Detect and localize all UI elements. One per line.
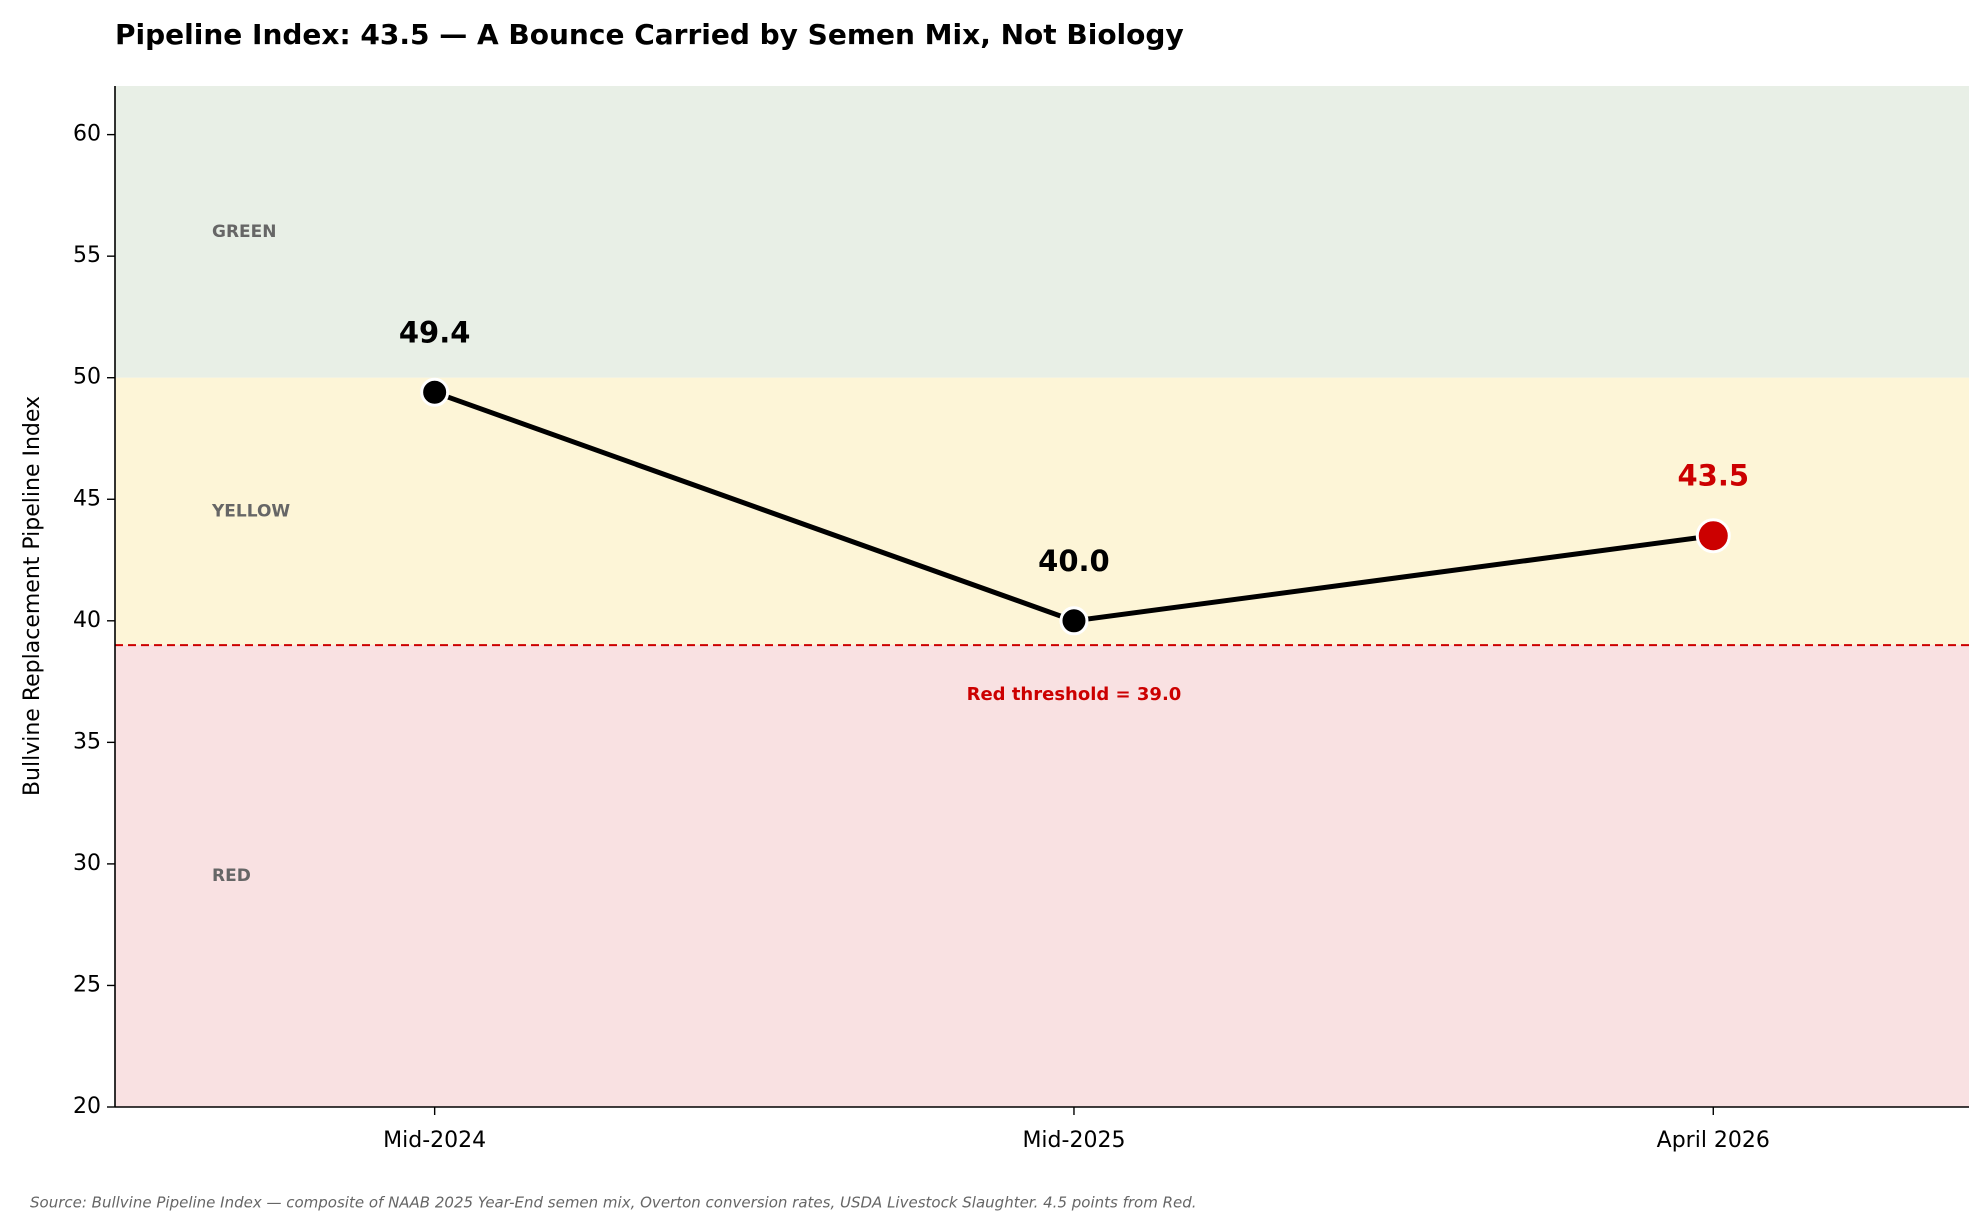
zone-label: GREEN: [212, 222, 277, 242]
y-axis-label: Bullvine Replacement Pipeline Index: [20, 396, 45, 796]
zone-band: [115, 86, 1969, 378]
zone-label: RED: [212, 866, 251, 886]
zone-label: YELLOW: [211, 501, 290, 521]
data-label: 43.5: [1677, 459, 1749, 493]
y-tick-label: 60: [73, 122, 101, 147]
zone-band: [115, 645, 1969, 1107]
y-tick-label: 50: [73, 365, 101, 390]
y-tick-label: 30: [73, 851, 101, 876]
chart-title: Pipeline Index: 43.5 — A Bounce Carried …: [115, 18, 1184, 51]
data-label: 40.0: [1038, 544, 1110, 578]
zone-band: [115, 377, 1969, 646]
data-label: 49.4: [399, 315, 471, 349]
y-tick-label: 35: [73, 729, 101, 754]
y-tick-label: 20: [73, 1094, 101, 1119]
threshold-label: Red threshold = 39.0: [967, 684, 1182, 705]
data-point: [1059, 606, 1089, 636]
y-tick-label: 55: [73, 243, 101, 268]
x-tick-label: Mid-2025: [1022, 1128, 1125, 1153]
x-tick-label: Mid-2024: [383, 1128, 486, 1153]
data-point: [1695, 518, 1731, 554]
y-tick-label: 40: [73, 608, 101, 633]
data-point: [420, 377, 450, 407]
y-tick-label: 25: [73, 972, 101, 997]
x-tick-label: April 2026: [1657, 1128, 1770, 1153]
y-tick-label: 45: [73, 486, 101, 511]
source-note: Source: Bullvine Pipeline Index — compos…: [30, 1194, 1197, 1212]
